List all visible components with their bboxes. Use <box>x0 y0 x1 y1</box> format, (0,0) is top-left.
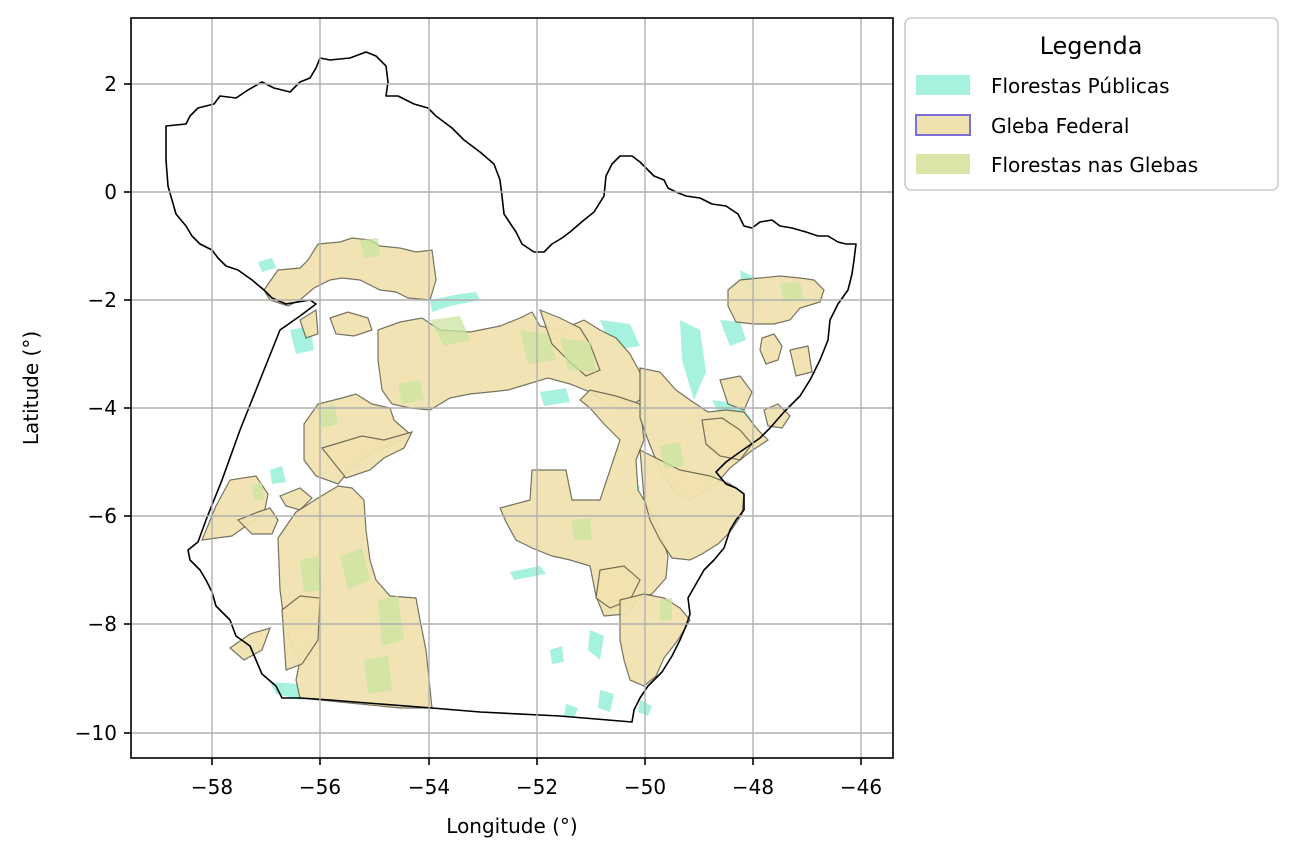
y-tick-labels: 2 0 −2 −4 −6 −8 −10 <box>75 72 117 745</box>
y-axis-label: Latitude (°) <box>19 331 43 445</box>
x-tick-label: −46 <box>840 775 882 799</box>
legend-swatch-forests-in-glebas <box>916 154 970 174</box>
legend-swatch-public-forests <box>916 75 970 95</box>
x-tick-label: −48 <box>732 775 774 799</box>
legend-label-gleba-federal: Gleba Federal <box>991 114 1129 138</box>
x-tick-label: −58 <box>191 775 233 799</box>
x-tick-labels: −58 −56 −54 −52 −50 −48 −46 <box>191 775 882 799</box>
y-tick-label: 0 <box>104 180 117 204</box>
axes-frame <box>130 17 894 759</box>
state-border <box>165 51 857 723</box>
forests-in-glebas-layer <box>252 238 804 694</box>
legend-label-public-forests: Florestas Públicas <box>991 74 1170 98</box>
gridlines <box>131 18 893 758</box>
x-axis-label: Longitude (°) <box>446 814 577 838</box>
x-ticks <box>211 758 862 765</box>
y-tick-label: −10 <box>75 721 117 745</box>
map-layers <box>165 51 857 723</box>
y-tick-label: 2 <box>104 72 117 96</box>
y-tick-label: −2 <box>88 288 117 312</box>
y-tick-label: −8 <box>88 612 117 636</box>
y-tick-label: −6 <box>88 504 117 528</box>
legend-box <box>904 17 1279 191</box>
legend-label-forests-in-glebas: Florestas nas Glebas <box>991 153 1198 177</box>
x-tick-label: −52 <box>516 775 558 799</box>
legend: Legenda Florestas Públicas Gleba Federal… <box>904 17 1279 191</box>
y-ticks <box>124 83 131 734</box>
x-tick-label: −54 <box>408 775 450 799</box>
x-tick-label: −56 <box>299 775 341 799</box>
y-tick-label: −4 <box>88 396 117 420</box>
x-tick-label: −50 <box>624 775 666 799</box>
legend-swatch-gleba-federal <box>915 114 971 136</box>
legend-title: Legenda <box>1040 32 1143 60</box>
